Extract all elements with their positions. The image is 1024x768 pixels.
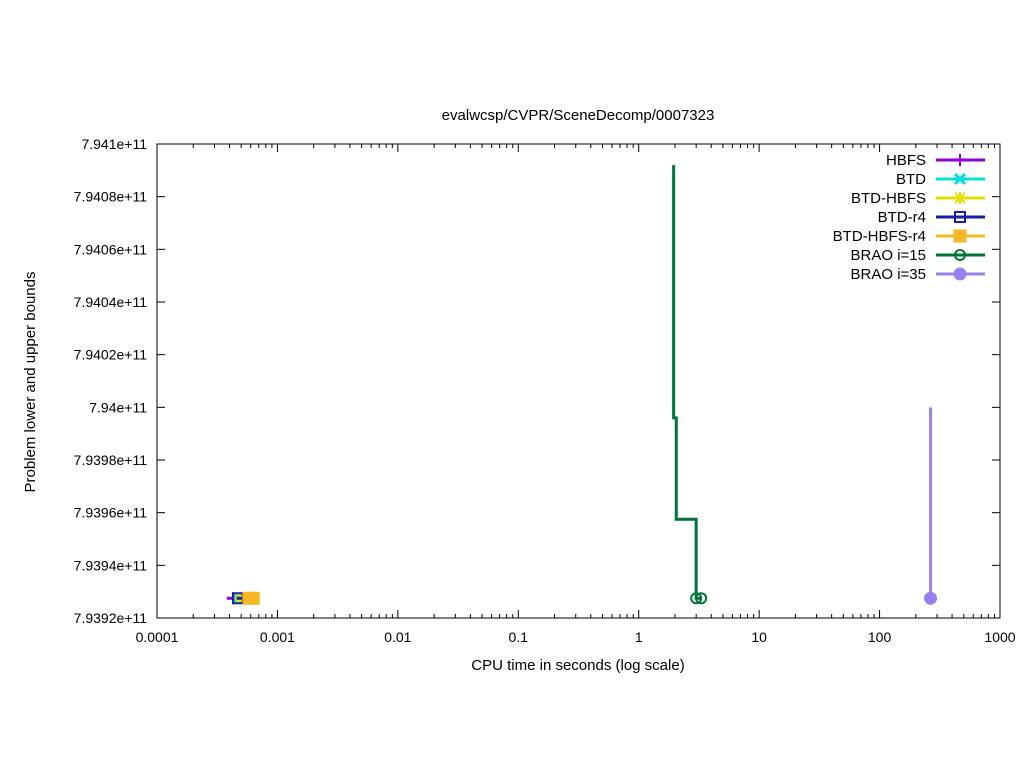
x-tick: 0.0001 <box>136 144 179 645</box>
y-tick-label: 7.9408e+11 <box>74 189 148 205</box>
legend: HBFS BTD BTD-HBFS BTD-r4 BTD-HBFS-r4 BRAO i=1… <box>833 152 985 283</box>
legend-label: BTD-r4 <box>878 209 926 226</box>
legend-marker <box>953 229 967 243</box>
x-tick: 100 <box>868 144 892 645</box>
y-tick: 7.9408e+11 <box>74 189 1000 205</box>
legend-entry: BTD-HBFS <box>851 190 985 207</box>
x-tick-label: 0.01 <box>384 629 411 645</box>
legend-marker <box>954 192 966 204</box>
legend-entry: BRAO i=35 <box>851 266 985 283</box>
x-tick: 10 <box>751 144 767 645</box>
legend-label: BRAO i=15 <box>851 247 926 264</box>
y-tick: 7.9394e+11 <box>74 557 1000 573</box>
data-point <box>695 592 708 605</box>
y-tick-label: 7.9406e+11 <box>74 241 148 257</box>
y-axis: 7.9392e+11 7.9394e+11 7.9396e+11 7.9398e+11… <box>74 136 1000 626</box>
legend-marker <box>954 154 966 166</box>
x-tick-label: 0.1 <box>509 629 529 645</box>
y-tick-label: 7.9404e+11 <box>74 294 148 310</box>
data-point <box>690 592 703 605</box>
y-tick-label: 7.9392e+11 <box>74 610 148 626</box>
legend-label: HBFS <box>886 152 926 169</box>
y-tick-label: 7.94e+11 <box>89 399 147 415</box>
y-axis-title: Problem lower and upper bounds <box>22 272 39 493</box>
legend-entry: BTD-r4 <box>878 209 985 226</box>
y-tick: 7.9404e+11 <box>74 294 1000 310</box>
legend-entry: BTD-HBFS-r4 <box>833 228 985 245</box>
y-tick: 7.9406e+11 <box>74 241 1000 257</box>
plot-frame <box>156 143 1001 619</box>
x-tick-label: 1000 <box>984 629 1015 645</box>
y-tick-label: 7.9396e+11 <box>74 505 148 521</box>
legend-label: BRAO i=35 <box>851 266 926 283</box>
data-point <box>246 591 260 605</box>
legend-label: BTD-HBFS-r4 <box>833 228 926 245</box>
legend-marker <box>953 267 967 281</box>
legend-label: BTD-HBFS <box>851 190 926 207</box>
y-tick-label: 7.941e+11 <box>81 136 147 152</box>
x-tick-label: 0.001 <box>260 629 295 645</box>
y-tick: 7.9396e+11 <box>74 505 1000 521</box>
x-tick: 1 <box>635 144 643 645</box>
y-tick: 7.9392e+11 <box>74 610 1000 626</box>
legend-entry: HBFS <box>886 152 985 169</box>
x-tick-label: 10 <box>751 629 767 645</box>
series-btd-hbfs-r4 <box>242 591 260 605</box>
x-tick: 0.1 <box>509 144 529 645</box>
x-tick: 0.01 <box>384 144 412 645</box>
legend-entry: BTD <box>896 171 985 188</box>
legend-label: BTD <box>896 171 926 188</box>
series-line <box>672 165 702 600</box>
y-tick: 7.9402e+11 <box>74 347 1000 363</box>
y-tick-label: 7.9398e+11 <box>74 452 148 468</box>
x-tick: 1000 <box>984 144 1016 645</box>
legend-marker <box>954 211 966 223</box>
y-tick-label: 7.9402e+11 <box>74 347 148 363</box>
legend-entry: BRAO i=15 <box>851 247 985 264</box>
x-tick-label: 0.0001 <box>136 629 179 645</box>
series-brao-i-15 <box>672 165 708 605</box>
chart-title: evalwcsp/CVPR/SceneDecomp/0007323 <box>442 107 715 124</box>
x-axis-title: CPU time in seconds (log scale) <box>471 657 684 674</box>
x-tick-label: 100 <box>868 629 892 645</box>
y-tick: 7.941e+11 <box>81 136 1000 152</box>
x-tick: 0.001 <box>260 144 295 645</box>
series-layer <box>226 165 938 605</box>
x-axis: 0.0001 0.001 0.01 0.1 1 10 100 1000 <box>136 144 1016 645</box>
legend-marker <box>954 249 966 261</box>
x-tick-label: 1 <box>635 629 643 645</box>
y-tick: 7.94e+11 <box>89 399 1000 415</box>
y-tick: 7.9398e+11 <box>74 452 1000 468</box>
y-tick-label: 7.9394e+11 <box>74 557 148 573</box>
legend-marker <box>953 172 967 186</box>
data-point <box>924 591 938 605</box>
series-brao-i-35 <box>924 407 938 605</box>
